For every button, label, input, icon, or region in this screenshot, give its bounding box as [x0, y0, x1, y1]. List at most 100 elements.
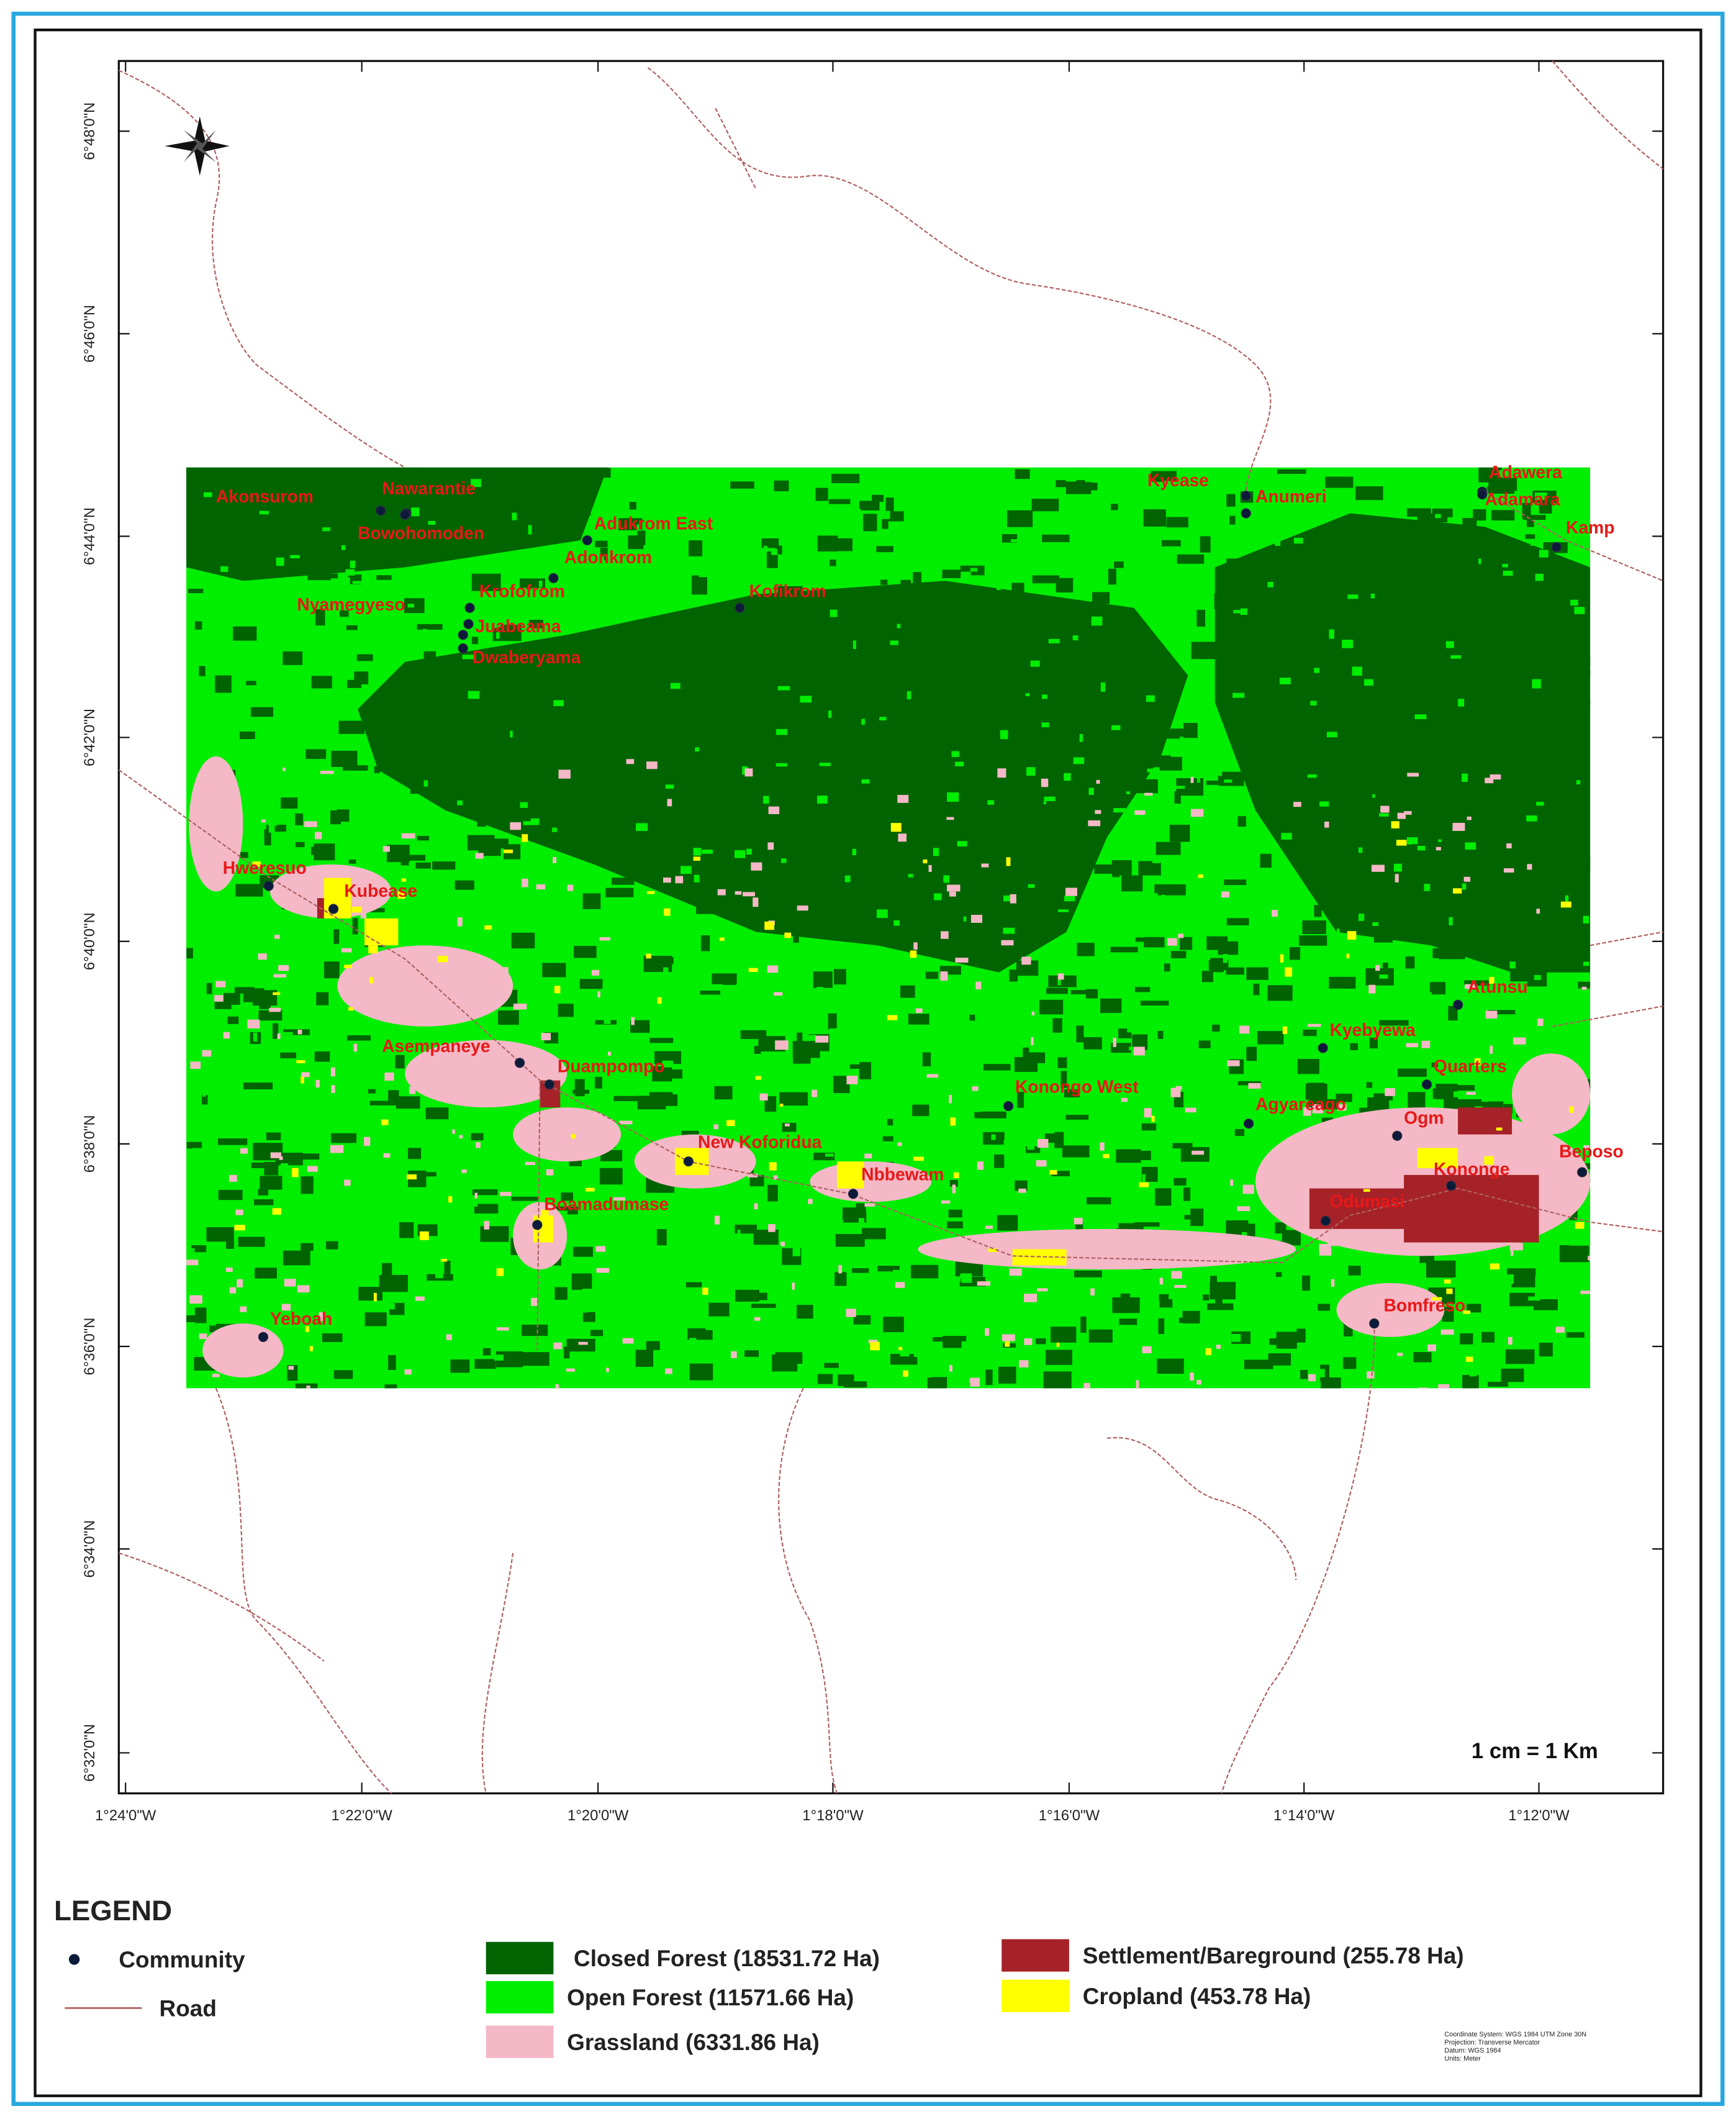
closed-forest-patch: [339, 762, 352, 767]
closed-forest-patch: [754, 1046, 761, 1054]
closed-forest-patch: [417, 624, 443, 630]
closed-forest-patch: [1210, 1276, 1218, 1284]
grassland-patch: [1395, 874, 1399, 883]
open-forest-patch: [1065, 478, 1077, 482]
closed-forest-patch: [386, 845, 410, 863]
closed-forest-patch: [388, 1090, 399, 1104]
open-forest-patch: [253, 1032, 258, 1041]
open-forest-patch: [209, 1318, 216, 1326]
closed-forest-patch: [1366, 1082, 1373, 1088]
open-forest-patch: [221, 1380, 234, 1387]
closed-forest-patch: [1488, 1010, 1516, 1015]
open-forest-patch: [462, 603, 468, 609]
open-forest-patch: [1281, 833, 1292, 840]
open-forest-patch: [1139, 1315, 1149, 1323]
closed-forest-patch: [722, 976, 736, 985]
cropland-patch: [646, 953, 651, 959]
closed-forest-patch: [1350, 1043, 1358, 1051]
grassland-patch: [404, 1369, 412, 1375]
grassland-patch: [284, 1279, 296, 1287]
grassland-patch: [1065, 887, 1077, 896]
closed-forest-patch: [471, 1133, 484, 1141]
open-forest-patch: [850, 1001, 854, 1004]
grassland-patch: [1178, 933, 1184, 938]
open-forest-patch: [479, 620, 488, 624]
closed-forest-patch: [314, 1051, 330, 1062]
open-forest-patch: [262, 802, 274, 811]
grassland-patch: [768, 1223, 775, 1232]
open-forest-patch: [1030, 660, 1040, 667]
closed-forest-patch: [692, 575, 699, 581]
lat-tick-label: 6°44'0"N: [81, 507, 98, 565]
cropland-patch: [1496, 1127, 1503, 1131]
open-forest-patch: [1509, 961, 1516, 969]
grassland-patch: [898, 833, 906, 842]
open-forest-patch: [913, 1348, 925, 1358]
closed-forest-patch: [333, 1370, 353, 1379]
closed-forest-patch: [1023, 1047, 1029, 1058]
open-forest-patch: [1310, 701, 1317, 706]
open-forest-patch: [187, 1248, 195, 1253]
grassland-patch: [1485, 778, 1494, 784]
open-forest-patch: [1146, 695, 1155, 702]
open-forest-patch: [1359, 847, 1363, 853]
closed-forest-patch: [1140, 1001, 1169, 1006]
lon-tick-label: 1°14'0"W: [1273, 1807, 1335, 1824]
community-label: Krofofrom: [479, 581, 565, 601]
legend-label: Open Forest (11571.66 Ha): [567, 1985, 854, 2010]
grassland-patch: [1144, 792, 1153, 796]
open-forest-patch: [963, 916, 967, 922]
grassland-patch: [1536, 909, 1540, 914]
closed-forest-patch: [775, 545, 782, 555]
closed-forest-patch: [1200, 536, 1211, 553]
closed-forest-patch: [236, 851, 248, 858]
closed-forest-patch: [1226, 967, 1244, 975]
grassland-patch: [306, 1386, 310, 1389]
cropland-patch: [585, 1187, 595, 1192]
open-forest-patch: [792, 508, 798, 514]
road: [1589, 931, 1663, 946]
open-forest-patch: [1345, 1022, 1353, 1028]
metadata-line: Projection: Transverse Mercator: [1444, 2039, 1540, 2046]
open-forest-patch: [435, 1269, 443, 1279]
closed-forest-patch: [467, 835, 495, 851]
open-forest-patch: [1076, 1348, 1081, 1351]
closed-forest-patch: [1431, 1062, 1438, 1068]
lat-tick-label: 6°32'0"N: [81, 1724, 98, 1782]
cropland-patch: [1363, 1189, 1370, 1192]
open-forest-patch: [1450, 655, 1461, 659]
open-forest-patch: [1393, 863, 1402, 872]
closed-forest: [1214, 513, 1591, 973]
closed-forest-patch: [519, 578, 546, 588]
open-forest-patch: [858, 1218, 865, 1227]
lon-tick-label: 1°12'0"W: [1508, 1807, 1570, 1824]
closed-forest-patch: [258, 1189, 269, 1196]
open-forest-patch: [373, 604, 383, 612]
road: [1552, 1005, 1663, 1027]
grassland-patch: [240, 1306, 247, 1312]
grassland-patch: [1018, 1188, 1026, 1193]
open-forest-patch: [728, 930, 733, 937]
community-point: [458, 643, 468, 654]
closed-forest-patch: [251, 1162, 264, 1168]
closed-forest-patch: [411, 1172, 436, 1177]
closed-forest-patch: [1046, 1350, 1072, 1365]
open-forest-patch: [1512, 468, 1516, 472]
grassland-patch: [864, 1153, 872, 1159]
closed-forest-patch: [834, 969, 846, 985]
closed-forest-patch: [908, 1014, 929, 1025]
open-forest-patch: [1160, 1158, 1167, 1166]
community-point: [1320, 1215, 1331, 1226]
cropland-patch: [273, 992, 281, 996]
open-forest-patch: [662, 1060, 674, 1068]
open-forest-patch: [528, 525, 532, 535]
grassland-patch: [744, 768, 753, 777]
closed-forest-patch: [1157, 1358, 1184, 1374]
closed-forest-patch: [618, 518, 643, 530]
grassland-patch: [1174, 1284, 1187, 1288]
open-forest-patch: [663, 967, 669, 977]
community-label: Ogm: [1404, 1107, 1444, 1127]
closed-forest-patch: [1177, 554, 1205, 564]
open-forest-patch: [206, 648, 214, 658]
closed-forest-patch: [1114, 561, 1124, 568]
